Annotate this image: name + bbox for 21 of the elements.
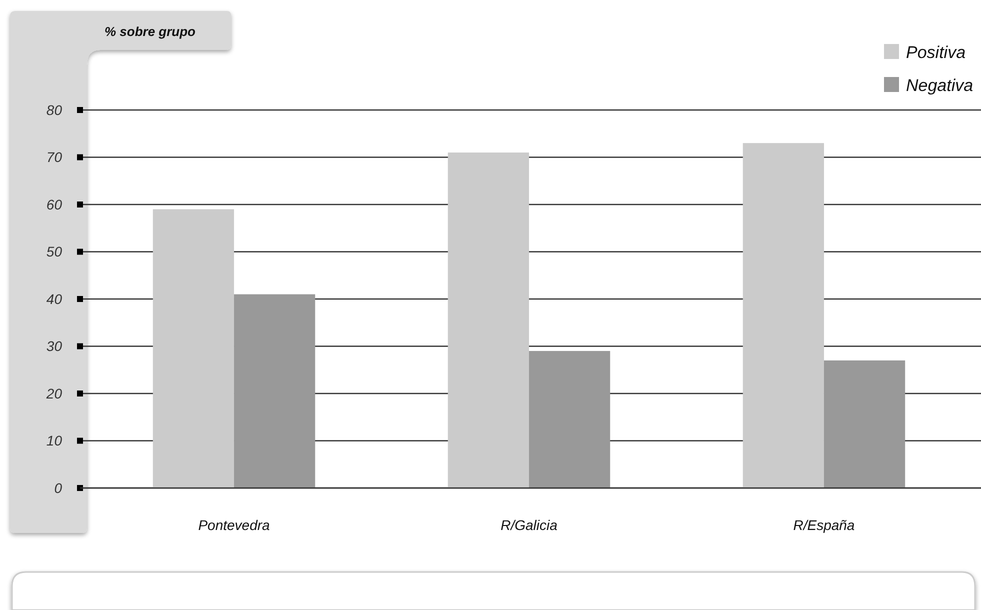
bar (152, 209, 234, 488)
bar (824, 360, 906, 488)
bar (529, 350, 610, 488)
y-tick-label: 70 (46, 149, 62, 166)
y-tick-label: 40 (46, 290, 62, 307)
bar (234, 294, 316, 488)
y-tick-label: 80 (46, 102, 62, 118)
x-tick-label: R/Galicia (500, 517, 558, 533)
y-axis-title: % sobre grupo (104, 24, 196, 39)
y-tick-label: 60 (46, 196, 62, 212)
bar (448, 152, 529, 488)
legend-label: Negativa (906, 76, 974, 95)
bar (742, 143, 824, 488)
y-tick-label: 30 (46, 338, 62, 354)
y-tick-label: 20 (45, 385, 62, 402)
x-tick-label: R/España (793, 517, 855, 533)
y-tick-label: 0 (54, 480, 62, 496)
y-tick-label: 10 (46, 432, 62, 449)
y-tick-label: 50 (46, 244, 62, 260)
x-tick-label: Pontevedra (198, 517, 270, 533)
legend-label: Positiva (906, 42, 966, 62)
